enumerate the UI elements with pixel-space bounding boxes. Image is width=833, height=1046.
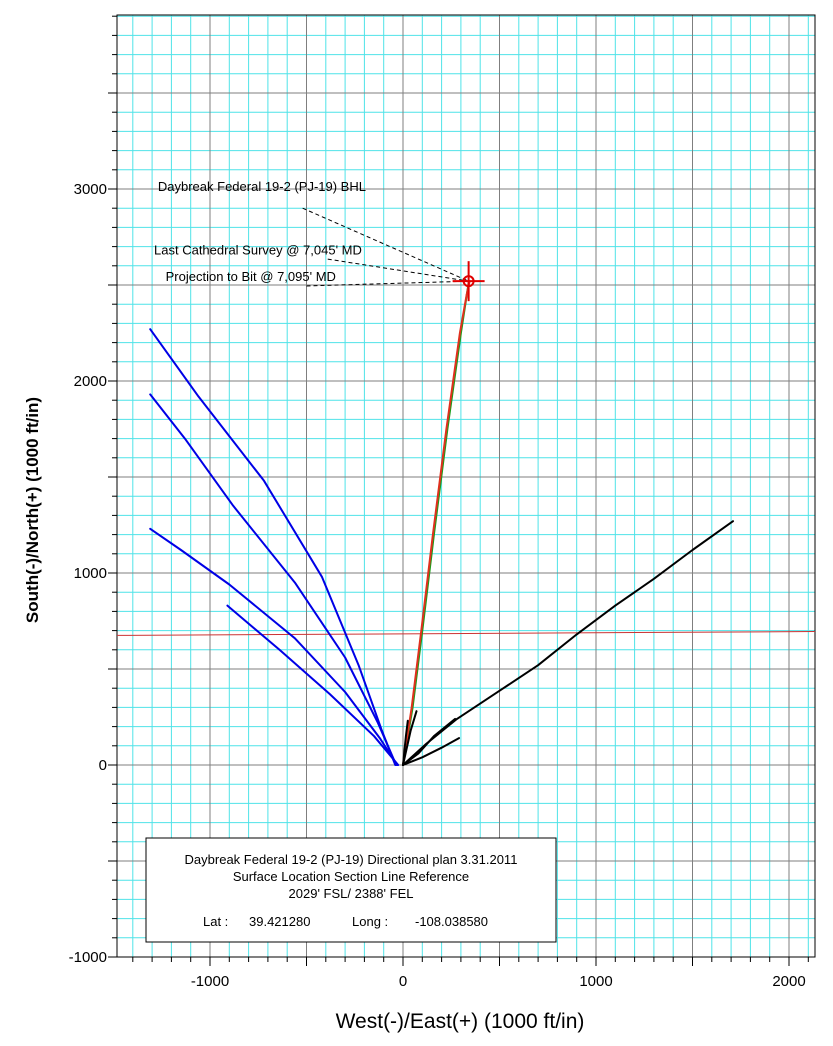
annotation-leader-1 (302, 207, 469, 282)
y-tick-label: 1000 (74, 565, 107, 582)
plot-border (116, 14, 816, 958)
info-box-lat-label: Lat : (203, 914, 228, 929)
labels-layer: -1000 0 1000 2000 -1000 0 1000 2000 3000 Daybreak… (69, 179, 806, 990)
info-box-long-value: -108.038580 (415, 914, 488, 929)
series-line-7 (402, 520, 734, 766)
series-line-2 (149, 393, 398, 766)
series-line-3 (149, 527, 399, 766)
series-line-11 (402, 719, 409, 766)
section-line (116, 631, 816, 636)
annotation-leader-3 (306, 280, 469, 287)
y-tick-label: 0 (99, 757, 107, 774)
x-tick-label: 2000 (772, 973, 805, 990)
x-axis-title: West(-)/East(+) (1000 ft/in) (336, 1010, 585, 1033)
series-line-4 (226, 604, 400, 766)
info-box-reference: Surface Location Section Line Reference (233, 869, 469, 884)
x-tick-label: 0 (399, 973, 407, 990)
info-box-lat-value: 39.421280 (249, 914, 310, 929)
info-box-long-label: Long : (352, 914, 388, 929)
info-box-location: 2029' FSL/ 2388' FEL (289, 886, 414, 901)
leader-layer (302, 207, 469, 287)
x-tick-label: -1000 (191, 973, 229, 990)
series-line-6 (402, 280, 471, 766)
annotation-label-1: Daybreak Federal 19-2 (PJ-19) BHL (158, 179, 366, 194)
y-tick-label: 2000 (74, 373, 107, 390)
info-box-border (145, 837, 557, 943)
info-box-title: Daybreak Federal 19-2 (PJ-19) Directiona… (185, 852, 518, 867)
ticks-layer (108, 15, 809, 966)
target-circle (462, 275, 475, 288)
annotation-label-2: Last Cathedral Survey @ 7,045' MD (154, 242, 362, 257)
annotation-label-3: Projection to Bit @ 7,095' MD (166, 269, 336, 284)
series-line-10 (402, 710, 418, 766)
y-tick-label: 3000 (74, 181, 107, 198)
y-axis-title: South(-)/North(+) (1000 ft/in) (23, 397, 42, 623)
series-line-8 (402, 717, 457, 766)
series-line-9 (402, 737, 460, 766)
y-tick-label: -1000 (69, 949, 107, 966)
series-layer (116, 280, 816, 766)
annotation-leader-2 (327, 258, 469, 282)
x-tick-label: 1000 (579, 973, 612, 990)
target-layer (452, 261, 485, 302)
info-box: Daybreak Federal 19-2 (PJ-19) Directiona… (145, 837, 557, 943)
